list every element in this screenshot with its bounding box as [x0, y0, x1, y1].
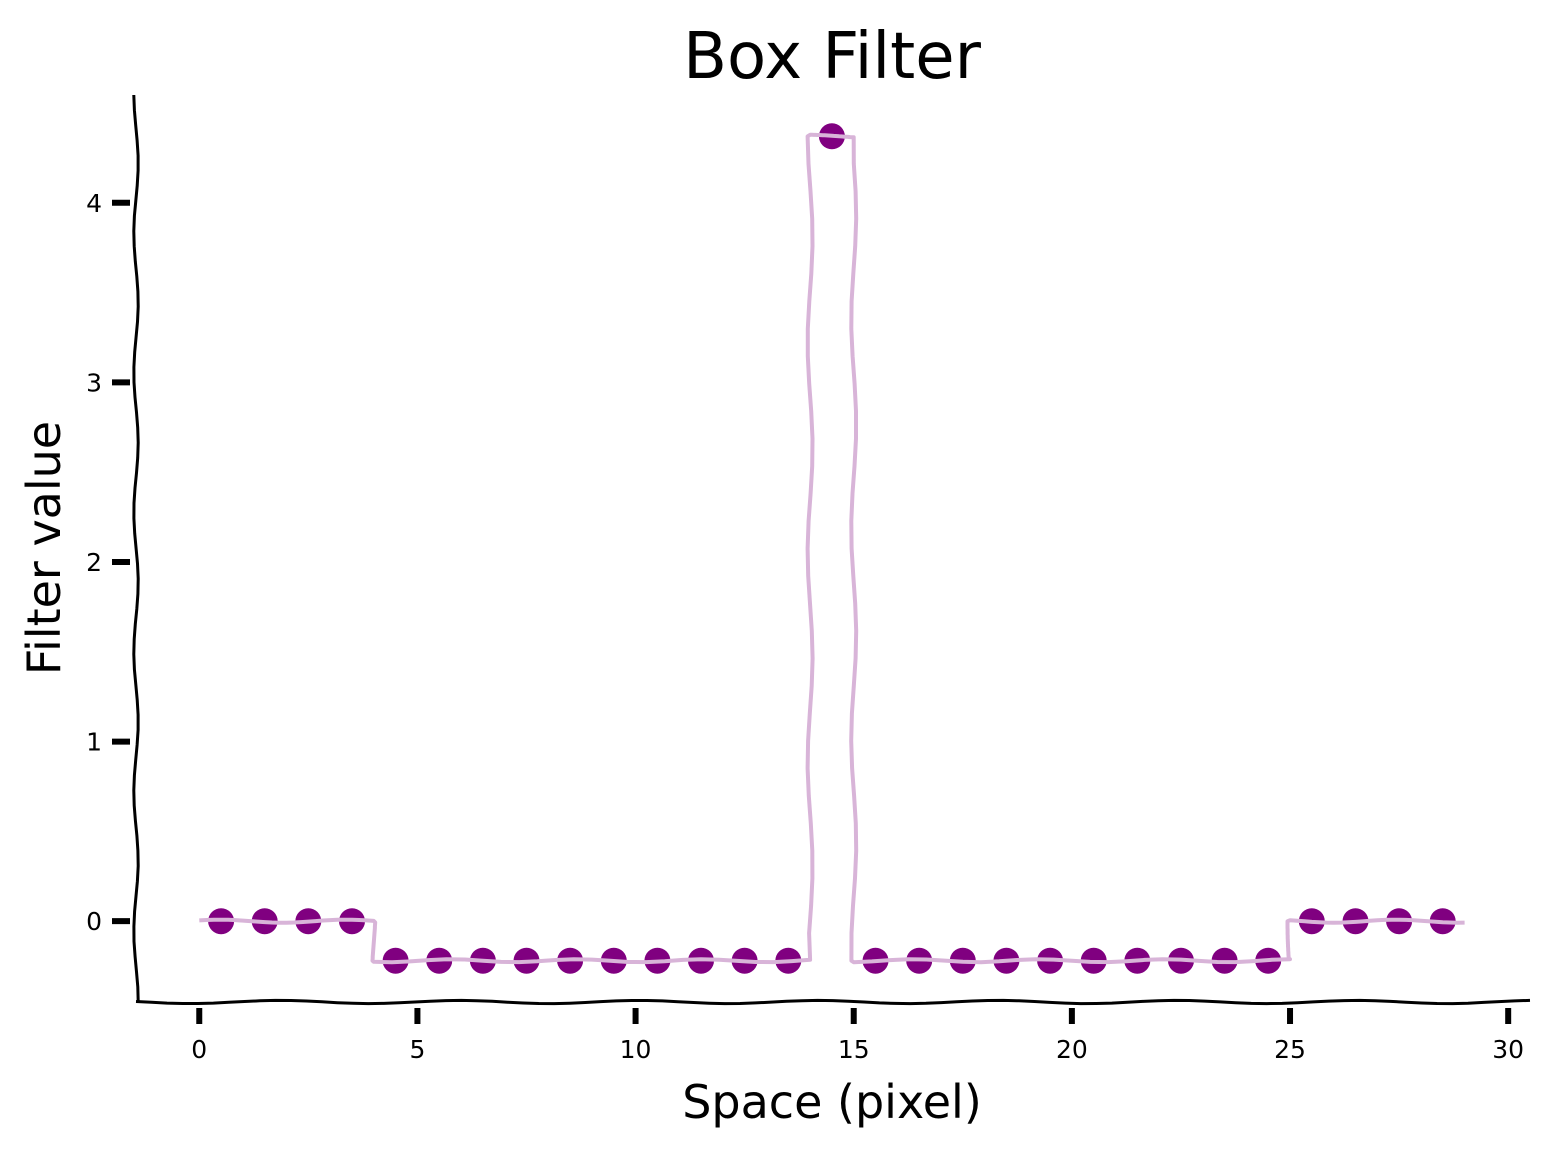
y-axis-line	[132, 94, 140, 1003]
y-tick-label: 0	[86, 907, 102, 936]
x-ticks: 0 5 10 15 20 25 30	[191, 1008, 1524, 1064]
y-tick-label: 1	[86, 728, 102, 757]
x-tick-label: 15	[838, 1035, 870, 1064]
step-line	[199, 132, 1465, 965]
x-tick-label: 25	[1274, 1035, 1306, 1064]
y-tick-label: 2	[86, 548, 102, 577]
x-tick-label: 5	[409, 1035, 425, 1064]
y-ticks: 0 1 2 3 4	[86, 189, 130, 936]
x-tick-label: 20	[1056, 1035, 1088, 1064]
y-tick-label: 3	[86, 368, 102, 397]
x-tick-label: 0	[191, 1035, 207, 1064]
data-points	[208, 123, 1456, 974]
chart-title: Box Filter	[683, 20, 982, 94]
axes: 0 5 10 15 20 25 30 0 1 2 3 4	[86, 94, 1531, 1064]
x-tick-label: 10	[620, 1035, 652, 1064]
x-tick-label: 30	[1492, 1035, 1524, 1064]
x-axis-line	[135, 998, 1531, 1006]
y-axis-label: Filter value	[17, 421, 71, 675]
x-axis-label: Space (pixel)	[682, 1075, 982, 1129]
y-tick-label: 4	[86, 189, 102, 218]
